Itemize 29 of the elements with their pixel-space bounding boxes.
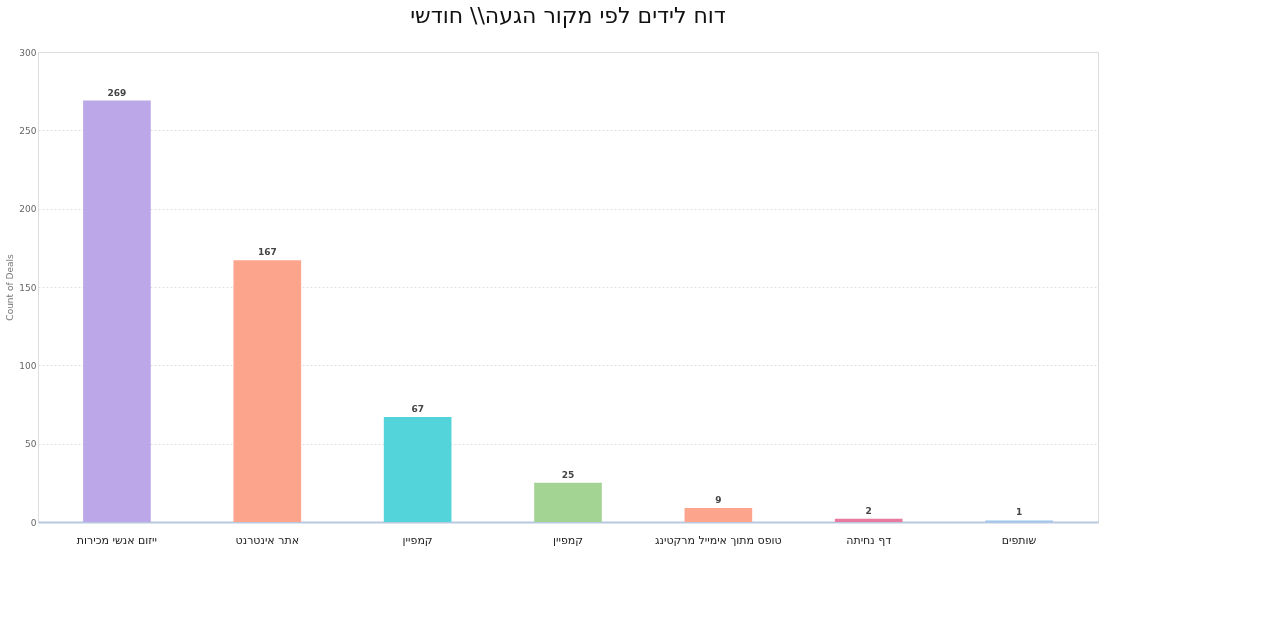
y-axis-title: Count of Deals [5,254,16,321]
x-tick-label: ייזום אנשי מכירות [76,533,158,547]
bar [233,260,302,522]
data-label: 67 [411,404,424,415]
y-tick-label: 200 [19,204,37,215]
data-label: 269 [107,87,127,98]
bar [684,507,753,522]
x-tick-label: שותפים [1001,533,1037,547]
x-tick-label: טופס מתוך אימייל מרקטינג [655,533,782,547]
bar [534,482,602,522]
chart-title: דוח לידים לפי מקור הגעה\\ חודשי [410,3,726,28]
y-tick-label: 50 [25,439,37,450]
bar [83,100,151,522]
y-tick-label: 150 [19,282,37,293]
data-label: 2 [865,505,872,516]
x-tick-label: קמפיין [402,533,433,547]
x-tick-label: אתר אינטרנט [235,533,299,547]
data-label: 167 [257,247,277,258]
y-tick-label: 300 [19,47,37,58]
x-tick-label: דף נחיתה [846,533,892,547]
data-label: 25 [561,469,575,480]
y-tick-label: 0 [30,517,37,528]
data-label: 9 [715,494,722,505]
y-tick-label: 100 [19,360,37,371]
data-label: 1 [1015,507,1023,518]
x-tick-label: קמפיין [552,533,584,547]
bar [383,417,452,522]
y-tick-label: 250 [19,125,37,136]
bar [834,518,903,522]
